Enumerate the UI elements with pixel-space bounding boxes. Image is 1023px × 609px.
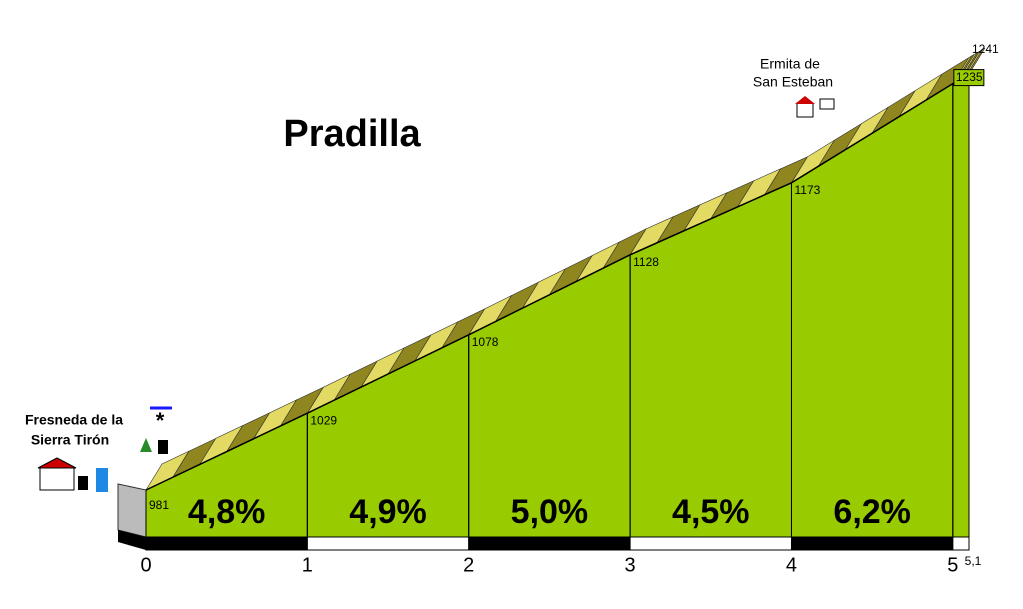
altitude-label: 1173 <box>794 183 820 197</box>
axis-bar <box>790 536 954 551</box>
altitude-label: 1235 <box>956 70 983 84</box>
x-tick-label: 5 <box>947 554 958 576</box>
altitude-label: 981 <box>149 498 169 512</box>
x-tick-label: 0 <box>140 554 151 576</box>
gradient-label: 6,2% <box>833 493 911 531</box>
altitude-label: 1241 <box>972 42 999 56</box>
x-tick-label: 3 <box>625 554 636 576</box>
x-tick-label: 5,1 <box>965 554 982 568</box>
summit-place: Ermita de <box>760 56 820 72</box>
start-place: Fresneda de la <box>25 412 123 428</box>
gradient-label: 4,5% <box>672 493 750 531</box>
axis-bar <box>145 536 308 551</box>
axis-bar <box>629 536 792 551</box>
summit-place: San Esteban <box>753 74 833 90</box>
x-tick-label: 4 <box>786 554 797 576</box>
altitude-label: 1078 <box>472 335 499 349</box>
axis-bar <box>468 536 631 551</box>
altitude-label: 1029 <box>310 413 337 427</box>
x-tick-label: 2 <box>463 554 474 576</box>
altitude-box <box>953 69 985 87</box>
gradient-label: 5,0% <box>511 493 589 531</box>
chart-title: Pradilla <box>283 113 421 155</box>
profile-base <box>118 530 146 550</box>
altitude-label: 1128 <box>633 255 659 269</box>
svg-text:*: * <box>156 408 165 433</box>
profile-side <box>117 483 147 538</box>
x-tick-label: 1 <box>302 554 313 576</box>
start-place: Sierra Tirón <box>31 432 109 448</box>
profile-segment <box>952 73 970 538</box>
gradient-label: 4,8% <box>188 493 266 531</box>
gradient-label: 4,9% <box>349 493 427 531</box>
axis-bar <box>952 536 970 551</box>
axis-bar <box>306 536 470 551</box>
